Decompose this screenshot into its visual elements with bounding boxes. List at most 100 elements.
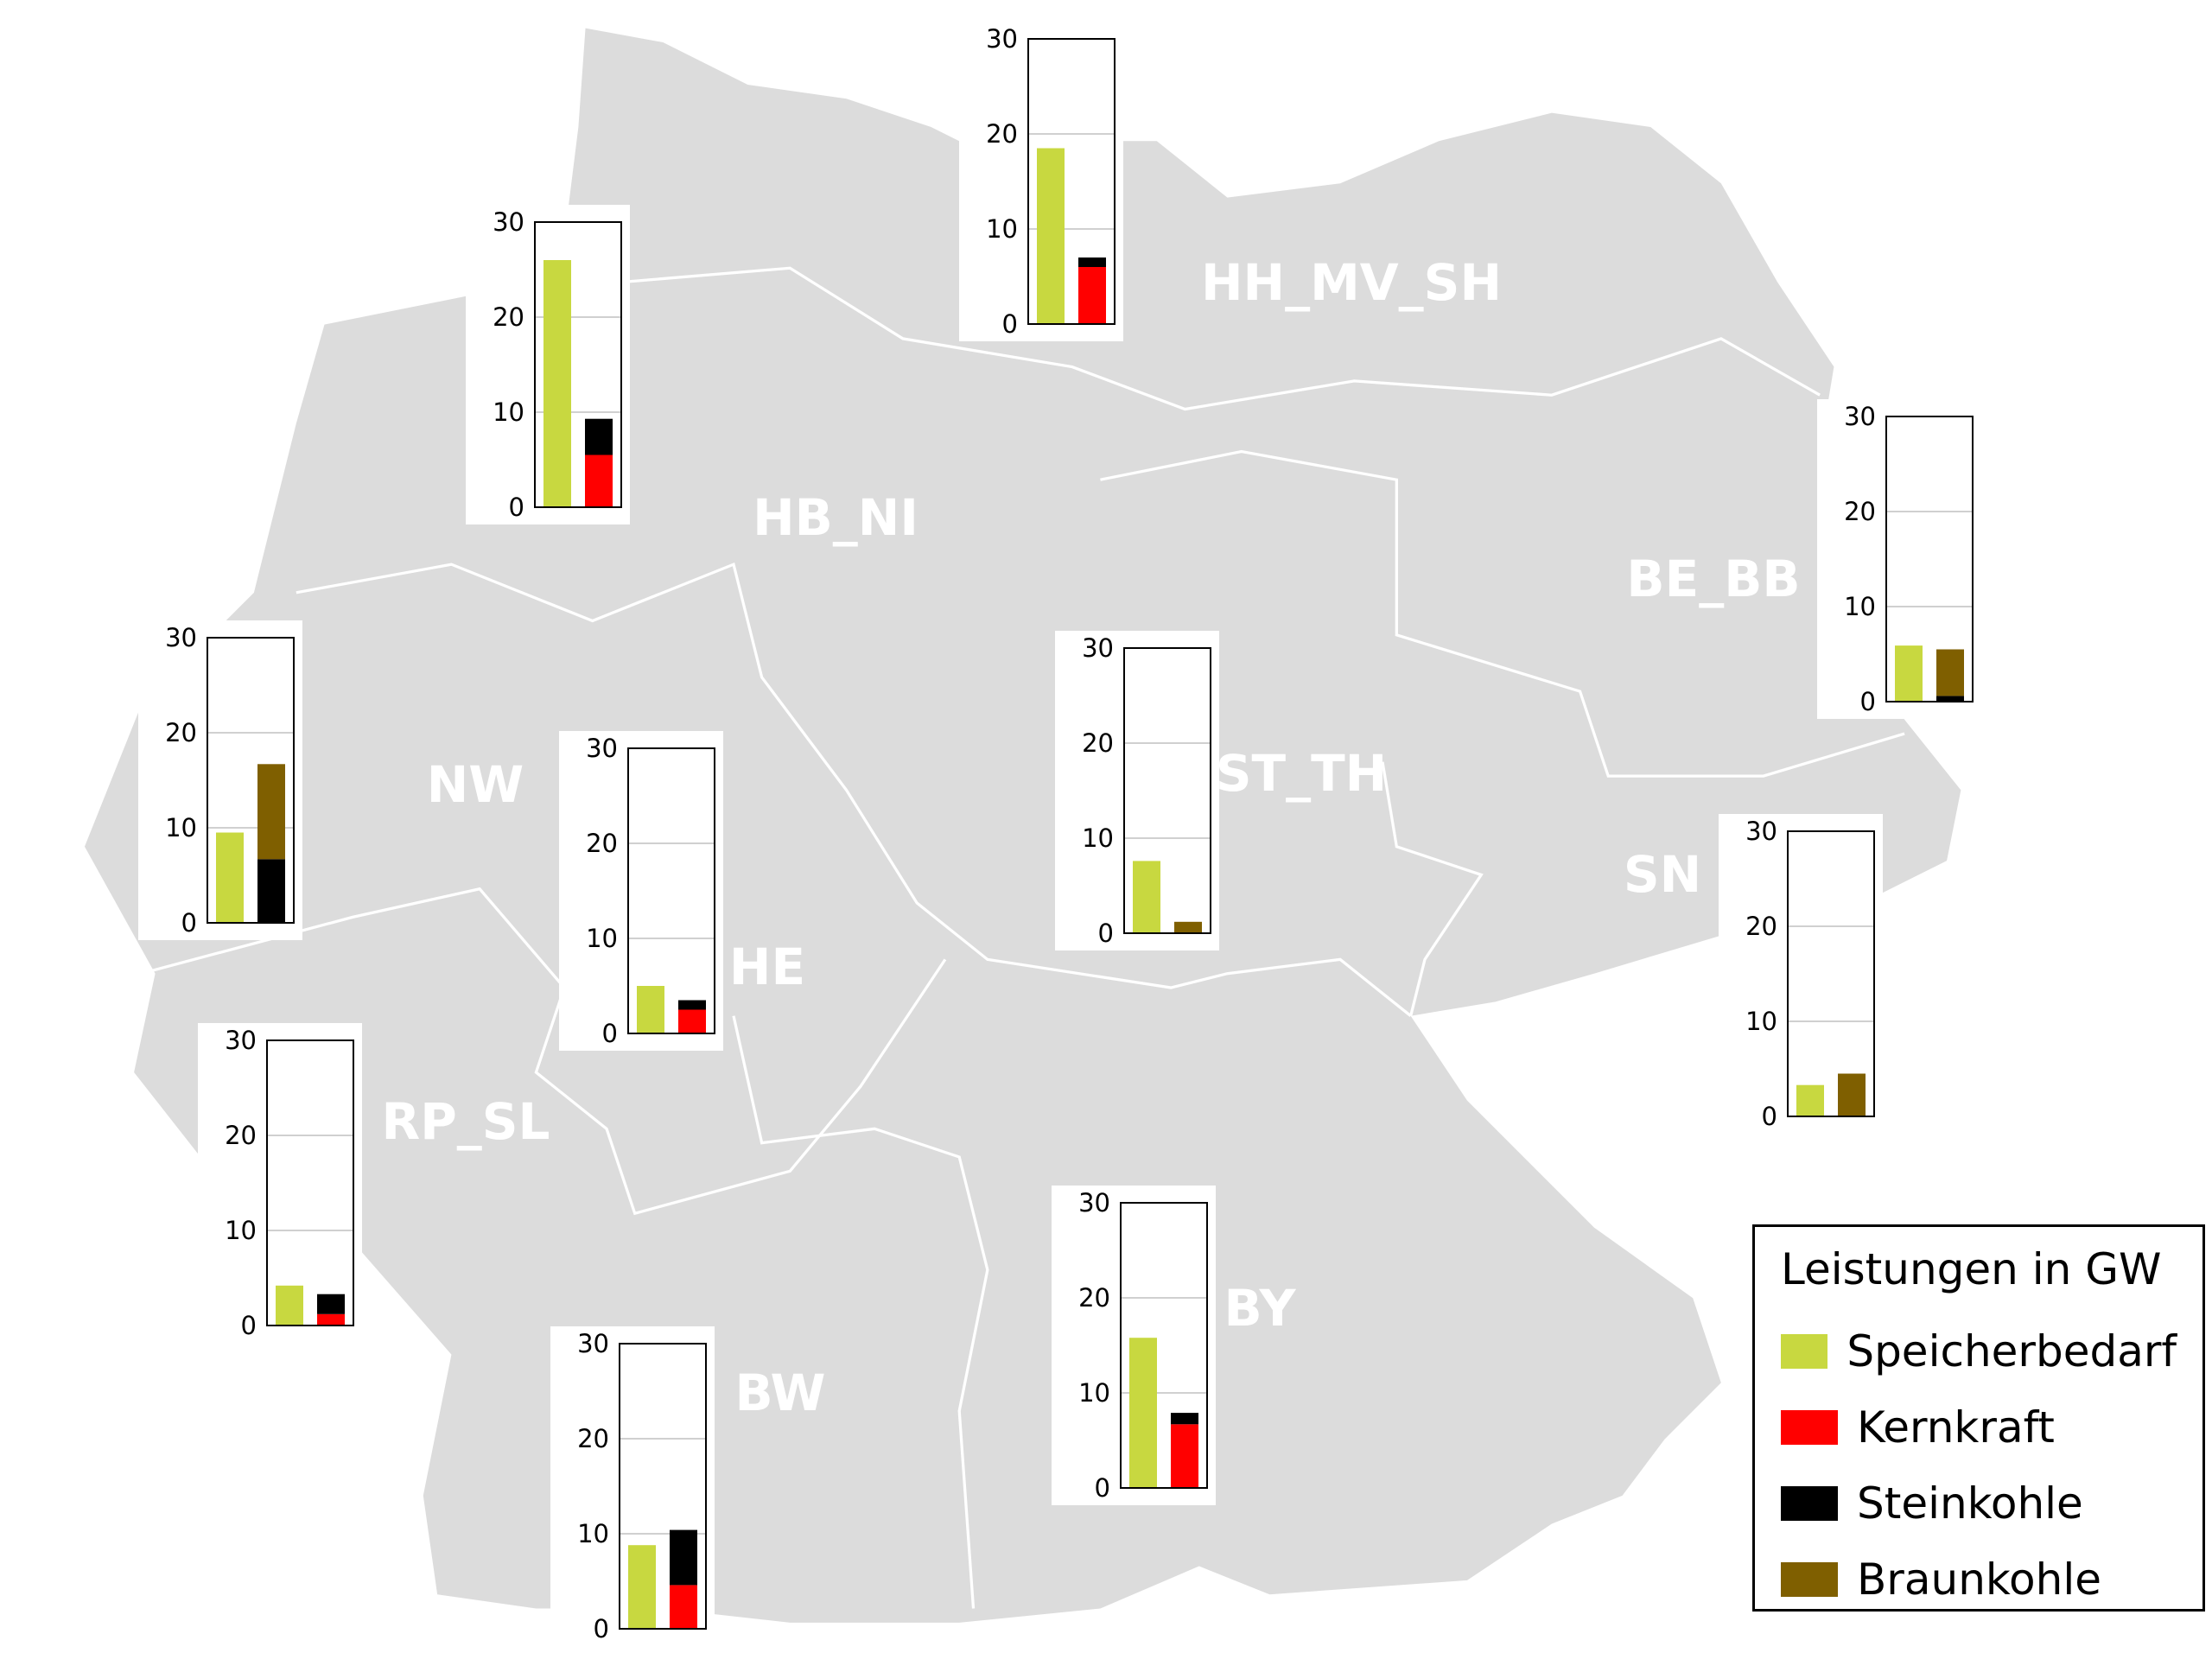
y-tick-label: 10 [1844,592,1876,621]
region-label-by: BY [1224,1279,1296,1338]
bar-braunkohle [1174,921,1202,933]
y-tick-label: 20 [577,1424,609,1453]
plot-frame [1120,1202,1208,1489]
chart-svg: 0 10 20 30 [1844,402,1974,716]
region-label-nw: NW [426,755,524,814]
y-tick-label: 0 [1860,687,1876,716]
legend-title: Leistungen in GW [1781,1244,2162,1294]
chart-rp-sl: 0 10 20 30 [198,1023,362,1343]
legend-label: Braunkohle [1857,1554,2101,1605]
bar-braunkohle [1936,649,1964,696]
region-label-sn: SN [1623,845,1702,904]
y-tick-label: 30 [493,207,524,237]
y-tick-label: 20 [493,302,524,332]
y-tick-label: 0 [594,1614,609,1643]
y-tick-label: 30 [577,1329,609,1358]
chart-svg: 0 10 20 30 [586,734,715,1048]
plot-frame [619,1343,707,1630]
y-tick-label: 20 [1078,1283,1110,1313]
bar-kernkraft [585,455,613,507]
y-tick-label: 20 [586,829,618,858]
chart-svg: 0 10 20 30 [577,1329,707,1643]
legend-swatch [1781,1334,1828,1369]
bar-steinkohle [317,1294,345,1314]
y-tick-label: 30 [165,623,197,652]
chart-bw: 0 10 20 30 [550,1326,715,1646]
y-tick-label: 20 [986,119,1018,149]
legend-item-kernkraft: Kernkraft [1781,1389,2177,1465]
bar-speicherbedarf [543,260,571,507]
legend-label: Steinkohle [1857,1478,2083,1529]
chart-svg: 0 10 20 30 [1745,817,1875,1131]
region-label-rp-sl: RP_SL [381,1092,550,1151]
bar-steinkohle [670,1529,697,1586]
plot-frame [1123,647,1211,934]
plot-frame [1787,830,1875,1117]
region-label-st-th: ST_TH [1215,744,1388,803]
y-tick-label: 30 [1844,402,1876,431]
y-tick-label: 0 [181,908,197,938]
chart-he: 0 10 20 30 [559,731,723,1051]
y-tick-label: 0 [1762,1102,1777,1131]
legend-swatch [1781,1410,1838,1445]
bar-steinkohle [257,859,285,923]
plot-frame [534,221,622,508]
y-tick-label: 0 [1098,919,1114,948]
chart-by: 0 10 20 30 [1052,1186,1216,1505]
bar-steinkohle [1171,1413,1198,1425]
chart-be-bb: 0 10 20 30 [1817,399,1981,719]
legend-item-braunkohle: Braunkohle [1781,1542,2177,1618]
bar-speicherbedarf [276,1285,303,1326]
state-borders [140,266,1905,1609]
chart-nw: 0 10 20 30 [138,620,302,940]
y-tick-label: 10 [493,397,524,427]
bar-steinkohle [585,418,613,455]
chart-svg: 0 10 20 30 [225,1026,354,1340]
y-tick-label: 30 [586,734,618,763]
chart-st-th: 0 10 20 30 [1055,631,1219,950]
chart-svg: 0 10 20 30 [1078,1188,1208,1503]
region-label-hh-mv-sh: HH_MV_SH [1201,253,1502,312]
legend-swatch [1781,1486,1838,1521]
y-tick-label: 10 [1078,1378,1110,1408]
bar-speicherbedarf [1796,1084,1824,1116]
chart-hb-ni: 0 10 20 30 [466,205,630,524]
bar-speicherbedarf [1133,861,1160,933]
bar-kernkraft [670,1585,697,1629]
bar-speicherbedarf [1129,1338,1157,1488]
y-tick-label: 10 [225,1216,257,1245]
y-tick-label: 20 [165,718,197,747]
bar-speicherbedarf [1037,148,1065,324]
y-tick-label: 10 [1745,1007,1777,1036]
bar-speicherbedarf [637,986,664,1033]
bar-steinkohle [1078,257,1106,267]
y-tick-label: 0 [602,1019,618,1048]
legend-swatch [1781,1562,1838,1597]
chart-sn: 0 10 20 30 [1719,814,1883,1134]
bar-speicherbedarf [1895,645,1923,702]
bar-kernkraft [317,1313,345,1326]
y-tick-label: 30 [225,1026,257,1055]
y-tick-label: 0 [241,1311,257,1340]
y-tick-label: 20 [225,1121,257,1150]
plot-frame [266,1039,354,1326]
legend-label: Kernkraft [1857,1402,2055,1453]
legend: Leistungen in GW Speicherbedarf Kernkraf… [1752,1224,2205,1612]
y-tick-label: 20 [1844,497,1876,526]
plot-frame [627,747,715,1034]
legend-item-steinkohle: Steinkohle [1781,1465,2177,1542]
plot-frame [207,637,295,924]
bar-steinkohle [678,1000,706,1010]
bar-kernkraft [678,1009,706,1033]
y-tick-label: 10 [1082,823,1114,853]
y-tick-label: 30 [986,24,1018,54]
chart-svg: 0 10 20 30 [165,623,295,938]
y-tick-label: 30 [1078,1188,1110,1217]
bar-braunkohle [257,764,285,860]
region-label-he: HE [728,938,806,996]
plot-frame [1885,416,1974,702]
bar-kernkraft [1171,1424,1198,1488]
y-tick-label: 0 [1002,309,1018,339]
y-tick-label: 30 [1745,817,1777,846]
y-tick-label: 10 [577,1519,609,1548]
